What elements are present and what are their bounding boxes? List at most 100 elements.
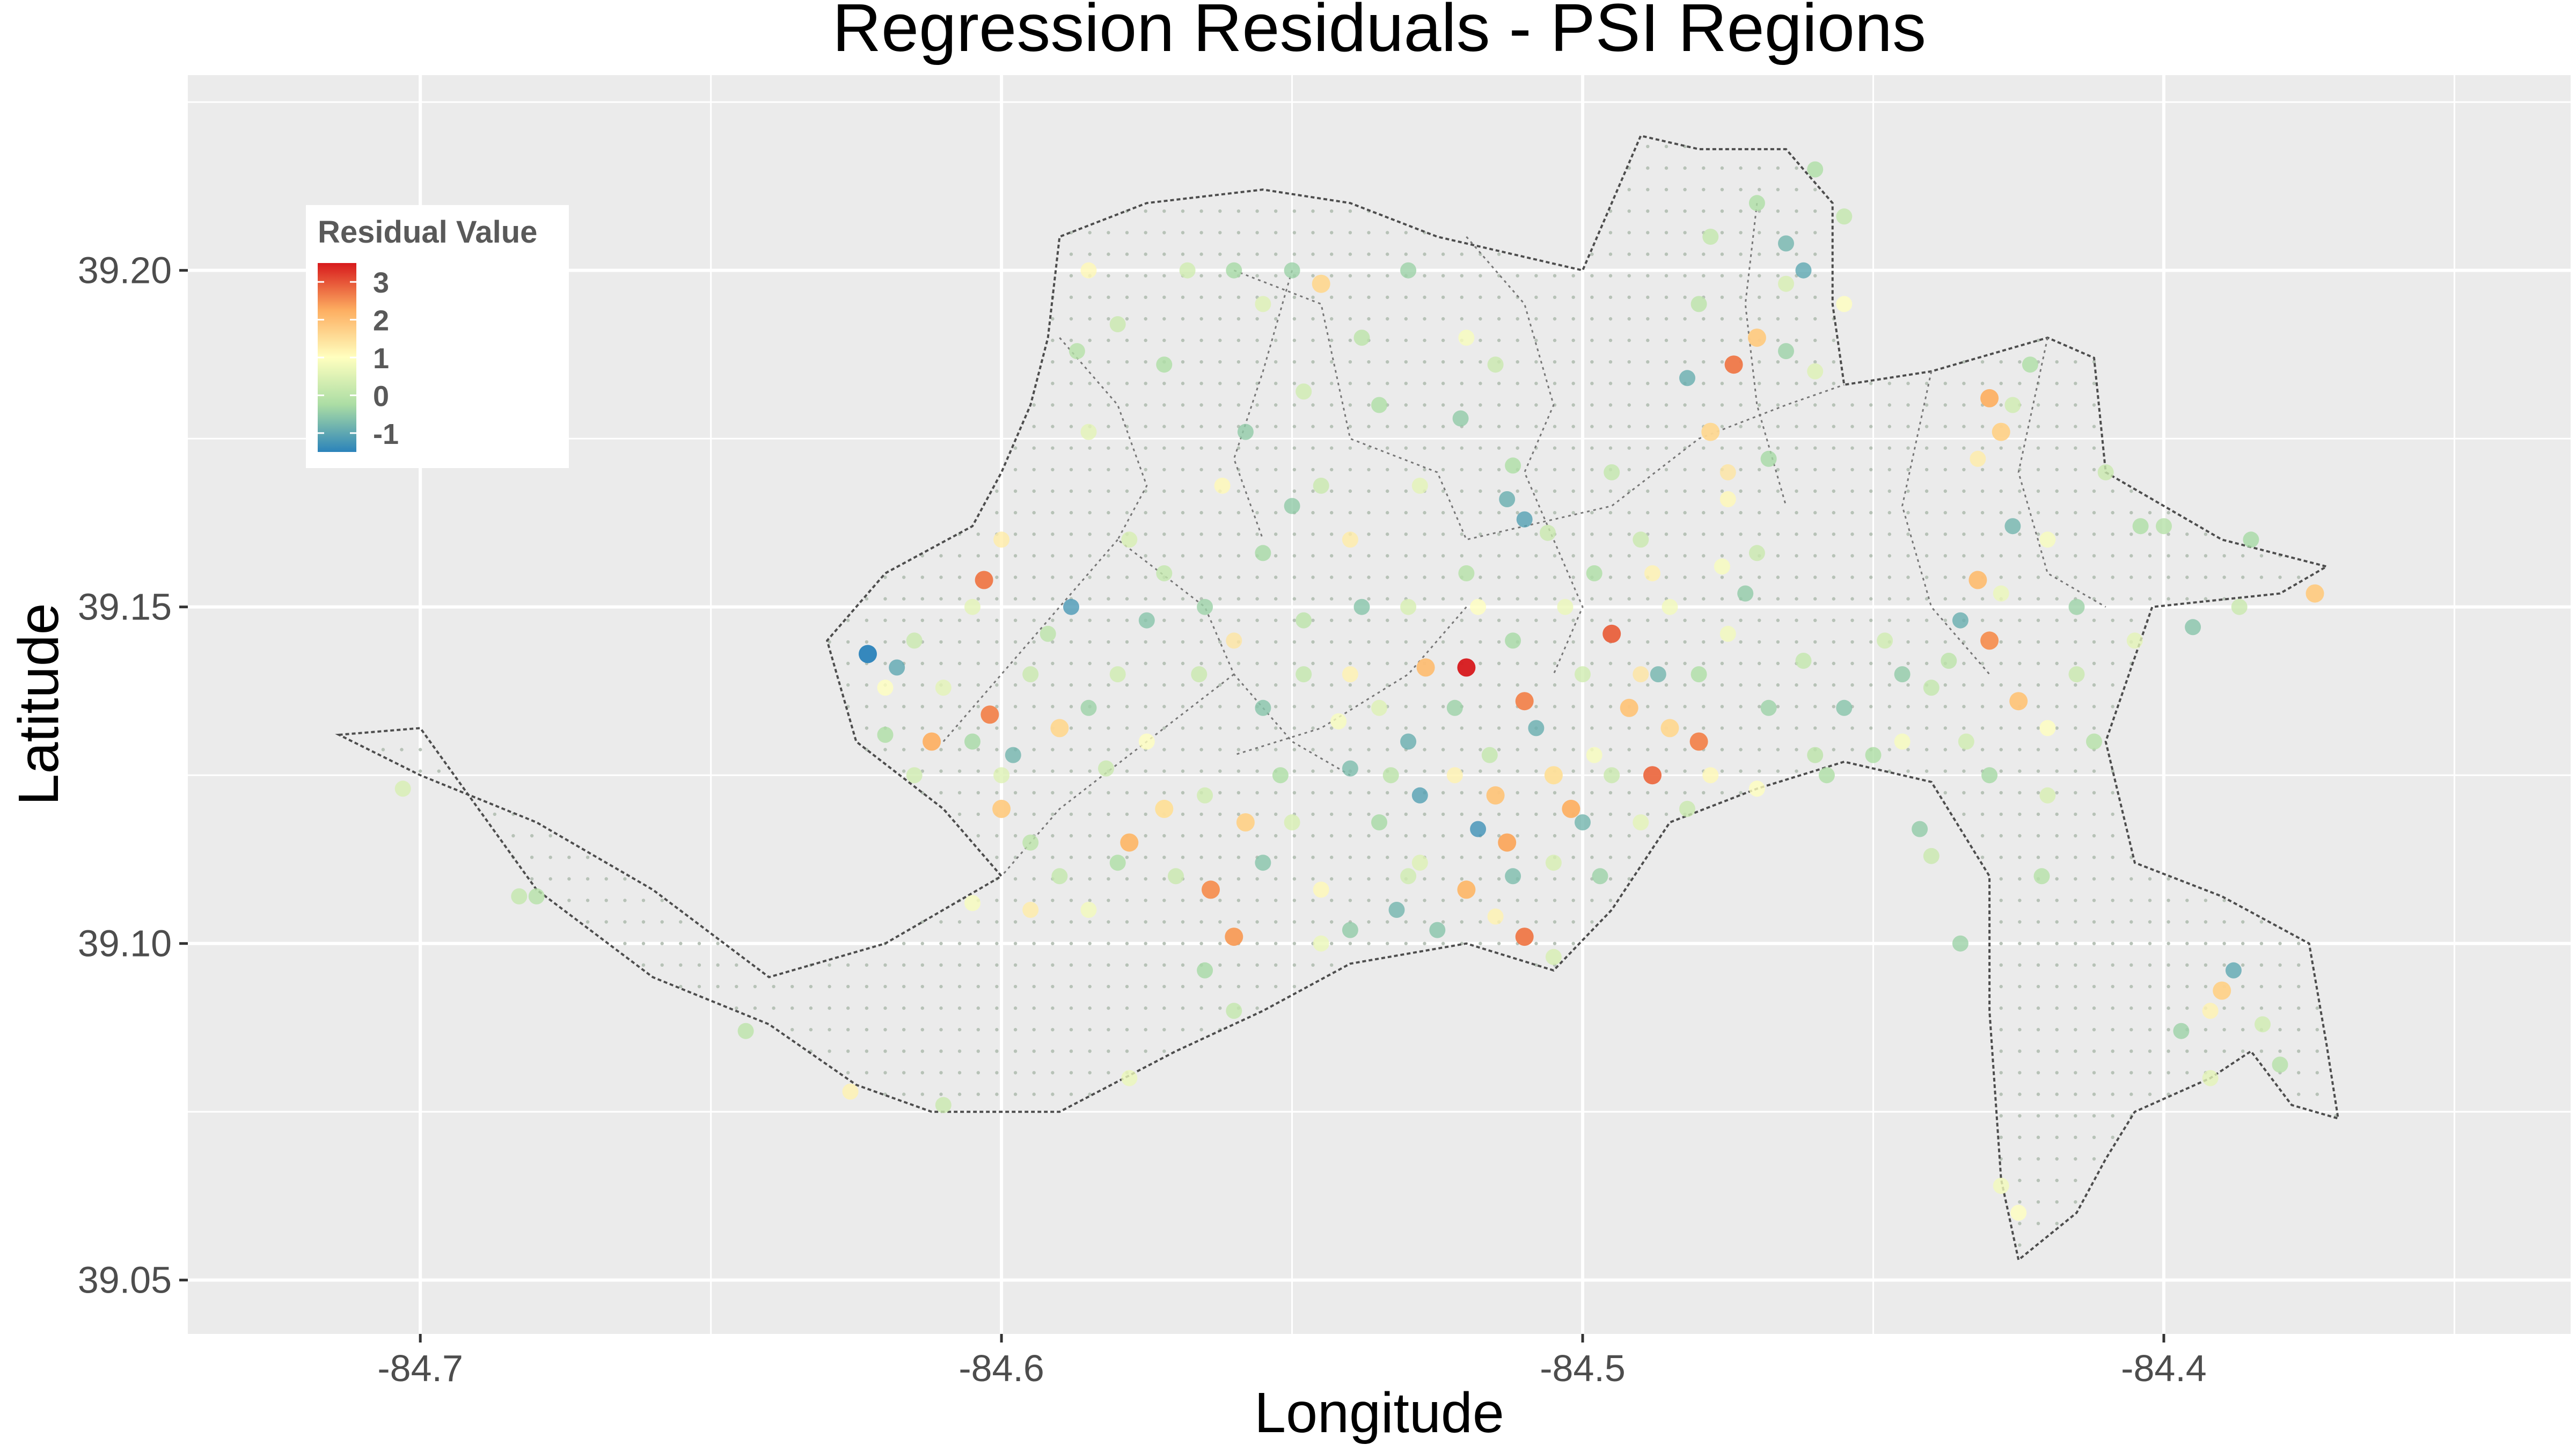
lattice-dot	[1739, 683, 1743, 687]
lattice-dot	[1887, 403, 1891, 407]
lattice-dot	[939, 726, 943, 730]
lattice-dot	[1107, 791, 1110, 795]
lattice-dot	[1181, 769, 1185, 773]
lattice-dot	[902, 1006, 906, 1010]
lattice-dot	[1255, 274, 1259, 278]
lattice-dot	[1199, 748, 1203, 751]
residual-point	[2306, 584, 2324, 603]
lattice-dot	[1460, 446, 1463, 450]
lattice-dot	[1702, 166, 1706, 170]
lattice-dot	[1441, 812, 1445, 816]
lattice-dot	[1348, 575, 1352, 579]
lattice-dot	[1720, 209, 1724, 213]
lattice-dot	[1943, 446, 1947, 450]
lattice-dot	[2129, 597, 2133, 601]
lattice-dot	[1980, 834, 1985, 838]
lattice-dot	[1869, 425, 1873, 428]
lattice-dot	[1553, 791, 1557, 795]
lattice-dot	[1608, 575, 1613, 579]
lattice-dot	[1218, 942, 1222, 945]
lattice-dot	[1330, 274, 1334, 278]
lattice-dot	[2018, 640, 2022, 644]
residual-point	[1063, 599, 1079, 615]
lattice-dot	[2092, 360, 2096, 364]
lattice-dot	[1850, 510, 1854, 515]
lattice-dot	[1069, 963, 1073, 967]
lattice-dot	[1795, 468, 1798, 472]
lattice-dot	[1460, 295, 1463, 299]
lattice-dot	[1590, 446, 1594, 450]
lattice-dot	[1646, 683, 1650, 687]
lattice-dot	[1051, 403, 1055, 407]
lattice-dot	[1144, 575, 1147, 579]
lattice-dot	[1032, 618, 1036, 622]
lattice-dot	[1386, 274, 1389, 278]
lattice-dot	[1404, 252, 1408, 256]
lattice-dot	[1553, 360, 1557, 364]
lattice-dot	[1423, 403, 1426, 407]
lattice-dot	[1199, 920, 1203, 924]
lattice-dot	[1739, 166, 1743, 170]
lattice-dot	[1571, 618, 1575, 622]
lattice-dot	[1608, 899, 1613, 902]
lattice-dot	[1088, 403, 1092, 407]
lattice-dot	[1739, 446, 1743, 450]
lattice-dot	[2111, 597, 2114, 601]
lattice-dot	[2092, 1114, 2096, 1118]
lattice-dot	[995, 942, 999, 945]
lattice-dot	[1776, 618, 1780, 622]
lattice-dot	[1924, 510, 1929, 515]
lattice-dot	[1386, 597, 1389, 601]
residual-point	[1120, 833, 1139, 852]
lattice-dot	[828, 984, 831, 989]
residual-point	[1457, 880, 1476, 899]
lattice-dot	[2055, 769, 2059, 773]
lattice-dot	[1162, 274, 1166, 278]
lattice-dot	[1348, 425, 1352, 428]
lattice-dot	[2092, 920, 2096, 924]
lattice-dot	[1516, 360, 1519, 364]
residual-point	[1952, 612, 1968, 629]
lattice-dot	[2036, 468, 2040, 472]
lattice-dot	[2055, 510, 2059, 515]
lattice-dot	[1999, 1135, 2003, 1139]
lattice-dot	[2259, 575, 2264, 579]
lattice-dot	[2055, 942, 2059, 945]
lattice-dot	[976, 705, 980, 709]
lattice-dot	[735, 1006, 738, 1010]
lattice-dot	[2111, 575, 2114, 579]
lattice-dot	[2092, 382, 2096, 385]
lattice-dot	[1571, 360, 1575, 364]
lattice-dot	[1980, 510, 1985, 515]
lattice-dot	[1497, 532, 1501, 536]
lattice-dot	[883, 748, 887, 751]
residual-point	[2173, 1023, 2190, 1039]
lattice-dot	[1181, 661, 1185, 666]
lattice-dot	[2092, 1157, 2096, 1161]
residual-point	[1689, 732, 1708, 751]
lattice-dot	[1553, 554, 1557, 558]
lattice-dot	[1144, 705, 1147, 709]
lattice-dot	[1646, 640, 1650, 644]
lattice-dot	[1348, 252, 1352, 256]
lattice-dot	[1051, 984, 1055, 989]
lattice-dot	[1795, 726, 1798, 730]
lattice-dot	[2018, 942, 2022, 945]
lattice-dot	[1460, 640, 1463, 644]
residual-point	[1458, 565, 1475, 581]
residual-point	[1528, 720, 1545, 736]
lattice-dot	[1125, 726, 1129, 730]
lattice-dot	[1255, 963, 1259, 967]
lattice-dot	[1758, 360, 1761, 364]
lattice-dot	[1943, 468, 1947, 472]
lattice-dot	[1571, 317, 1575, 321]
lattice-dot	[1999, 640, 2003, 644]
lattice-dot	[1795, 188, 1798, 192]
residual-point	[1748, 780, 1765, 797]
lattice-dot	[1553, 618, 1557, 622]
lattice-dot	[1032, 468, 1036, 472]
lattice-dot	[1013, 1092, 1018, 1096]
lattice-dot	[1999, 382, 2003, 385]
lattice-dot	[1776, 532, 1780, 536]
lattice-dot	[1236, 856, 1241, 859]
